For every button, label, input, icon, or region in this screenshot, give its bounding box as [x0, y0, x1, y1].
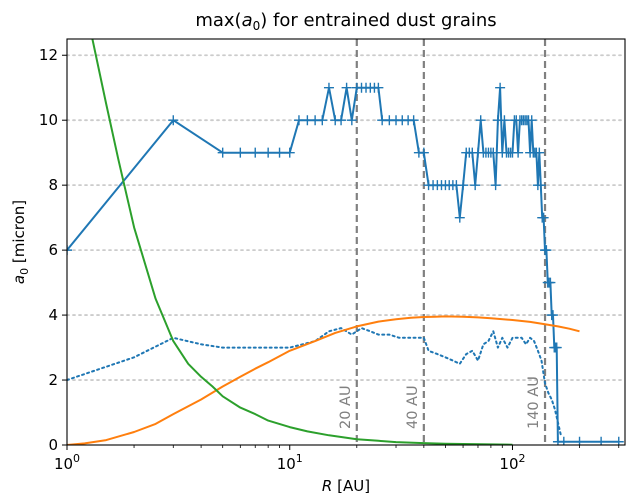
series-0-point-0 — [67, 245, 72, 256]
plot-frame — [66, 38, 626, 446]
series-0-point-28 — [408, 115, 419, 126]
series-line-3 — [91, 39, 513, 445]
series-0-point-44 — [470, 180, 481, 191]
vline-label-0: 20 AU — [338, 385, 354, 429]
series-0-point-39 — [454, 212, 465, 223]
series-0-point-71 — [526, 115, 537, 126]
y-tick-label-0: 0 — [48, 436, 58, 454]
series-0-point-52 — [490, 180, 501, 191]
series-0-point-56 — [499, 115, 510, 126]
y-axis-label: a0 [micron] — [10, 200, 31, 284]
series-0-point-81 — [541, 245, 552, 256]
x-tick-label-2: 102 — [499, 452, 525, 473]
vline-label-1: 40 AU — [405, 385, 421, 429]
y-tick-label-3: 6 — [48, 241, 58, 259]
series-0-point-15 — [341, 82, 352, 93]
y-tick-label-4: 8 — [48, 176, 58, 194]
series-0-point-12 — [323, 82, 334, 93]
series-0-point-1 — [168, 115, 179, 126]
series-0-point-7 — [284, 147, 295, 158]
series-0-point-22 — [373, 82, 384, 93]
series-0-point-79 — [538, 212, 549, 223]
vline-label-2: 140 AU — [526, 376, 542, 429]
series-0-point-6 — [274, 147, 285, 158]
series-0-point-76 — [534, 147, 545, 158]
series-0-point-46 — [475, 115, 486, 126]
series-0-point-93 — [596, 436, 607, 445]
series-0-point-63 — [513, 147, 524, 158]
series-line-1 — [67, 327, 562, 437]
chart-title: max(a0) for entrained dust grains — [195, 10, 496, 33]
series-0-point-86 — [547, 310, 558, 321]
series-0-point-91 — [558, 436, 569, 445]
series-0-point-51 — [488, 147, 499, 158]
series-0-point-92 — [574, 436, 585, 445]
series-group — [67, 39, 624, 445]
series-0-point-84 — [545, 277, 556, 288]
series-0-point-8 — [293, 115, 304, 126]
series-line-2 — [67, 315, 580, 445]
series-0-point-16 — [346, 115, 357, 126]
y-axis-ticks: 0 2 4 6 8 10 12 — [39, 46, 67, 454]
series-0-point-94 — [613, 436, 624, 445]
reference-lines: 20 AU 40 AU 140 AU — [338, 39, 547, 445]
y-tick-label-2: 4 — [48, 306, 58, 324]
series-0-point-3 — [235, 147, 246, 158]
y-tick-label-5: 10 — [39, 111, 58, 129]
y-tick-label-1: 2 — [48, 371, 58, 389]
series-0-point-89 — [551, 342, 562, 353]
x-axis-label: R [AU] — [322, 477, 370, 495]
series-0-point-40 — [458, 180, 469, 191]
series-0-point-11 — [317, 115, 328, 126]
x-tick-label-0: 100 — [54, 452, 80, 473]
series-0-point-2 — [217, 147, 228, 158]
series-0-point-4 — [250, 147, 261, 158]
series-0-point-54 — [495, 82, 506, 93]
series-0-point-5 — [263, 147, 274, 158]
series-0-point-77 — [535, 180, 546, 191]
x-axis-ticks: 100 101 102 — [54, 445, 620, 473]
y-tick-label-6: 12 — [39, 46, 58, 64]
series-0-point-14 — [336, 115, 347, 126]
x-tick-label-1: 101 — [277, 452, 303, 473]
series-0-point-30 — [418, 147, 429, 158]
